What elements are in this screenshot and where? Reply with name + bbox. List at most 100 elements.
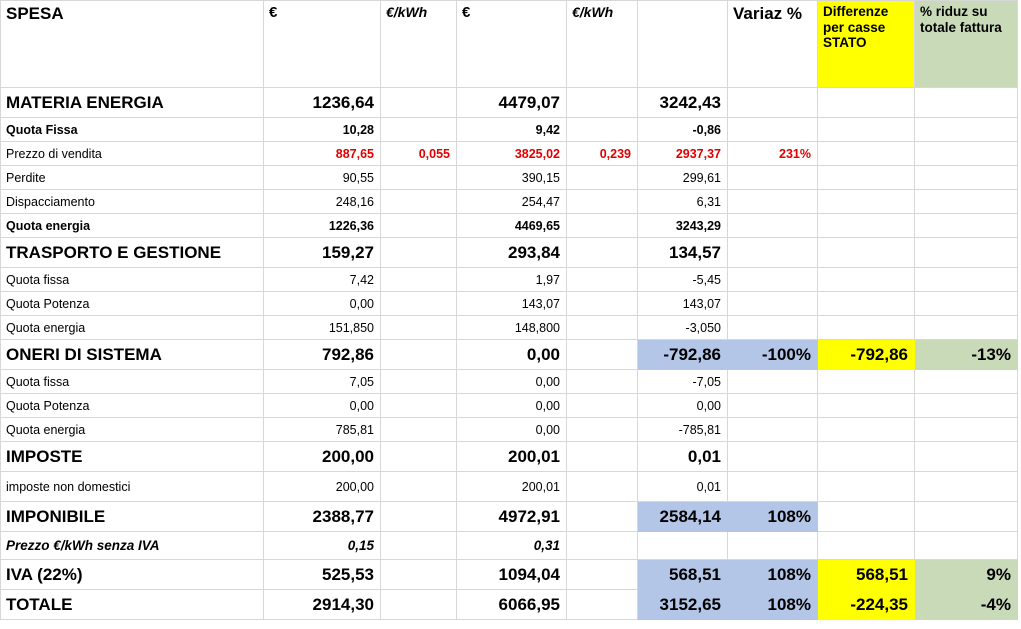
cell-riduz[interactable]	[914, 315, 1018, 340]
cell-variaz[interactable]	[727, 165, 818, 190]
cell-eur1[interactable]: 248,16	[263, 189, 381, 214]
cell-eur2[interactable]: 254,47	[456, 189, 567, 214]
cell-eur2[interactable]: 4479,07	[456, 87, 567, 118]
cell-variaz[interactable]	[727, 189, 818, 214]
cell-stato[interactable]	[817, 441, 915, 472]
cell-stato[interactable]	[817, 471, 915, 502]
cell-eur2[interactable]: 0,00	[456, 393, 567, 418]
cell-kwh1[interactable]	[380, 291, 457, 316]
cell-kwh2[interactable]	[566, 369, 638, 394]
cell-stato[interactable]	[817, 291, 915, 316]
cell-eur2[interactable]: 390,15	[456, 165, 567, 190]
cell-stato[interactable]: 568,51	[817, 559, 915, 590]
cell-label[interactable]: imposte non domestici	[0, 471, 264, 502]
cell-eur1[interactable]: 1226,36	[263, 213, 381, 238]
cell-label[interactable]: Perdite	[0, 165, 264, 190]
cell-stato[interactable]	[817, 393, 915, 418]
cell-eur1[interactable]: 159,27	[263, 237, 381, 268]
cell-eur1[interactable]: 2914,30	[263, 589, 381, 620]
cell-variaz[interactable]	[727, 441, 818, 472]
cell-label[interactable]: Prezzo di vendita	[0, 141, 264, 166]
cell-riduz[interactable]	[914, 291, 1018, 316]
cell-riduz[interactable]	[914, 471, 1018, 502]
cell-label[interactable]: Quota Fissa	[0, 117, 264, 142]
cell-stato[interactable]	[817, 117, 915, 142]
cell-riduz[interactable]: 9%	[914, 559, 1018, 590]
cell-kwh1[interactable]: 0,055	[380, 141, 457, 166]
cell-variaz[interactable]	[727, 237, 818, 268]
cell-kwh2[interactable]	[566, 117, 638, 142]
cell-riduz[interactable]	[914, 393, 1018, 418]
cell-kwh2[interactable]	[566, 501, 638, 532]
cell-variaz[interactable]	[727, 87, 818, 118]
cell-eur2[interactable]: 200,01	[456, 441, 567, 472]
cell-eur1[interactable]: 2388,77	[263, 501, 381, 532]
cell-stato[interactable]: -792,86	[817, 339, 915, 370]
cell-variaz[interactable]	[727, 369, 818, 394]
cell-label[interactable]: TRASPORTO E GESTIONE	[0, 237, 264, 268]
cell-kwh1[interactable]	[380, 531, 457, 560]
cell-eur2[interactable]: 1094,04	[456, 559, 567, 590]
cell-variaz[interactable]	[727, 315, 818, 340]
cell-kwh2[interactable]	[566, 471, 638, 502]
cell-kwh2[interactable]: 0,239	[566, 141, 638, 166]
cell-kwh2[interactable]	[566, 339, 638, 370]
cell-label[interactable]: Quota Potenza	[0, 393, 264, 418]
cell-eur1[interactable]: 887,65	[263, 141, 381, 166]
cell-eur2[interactable]: 0,00	[456, 417, 567, 442]
cell-kwh2[interactable]	[566, 189, 638, 214]
cell-label[interactable]: IMPONIBILE	[0, 501, 264, 532]
cell-stato[interactable]	[817, 417, 915, 442]
cell-label[interactable]: Quota energia	[0, 213, 264, 238]
cell-stato[interactable]	[817, 369, 915, 394]
cell-eur2[interactable]: 0,00	[456, 339, 567, 370]
cell-stato[interactable]	[817, 141, 915, 166]
cell-kwh1[interactable]	[380, 559, 457, 590]
cell-eur2[interactable]: 6066,95	[456, 589, 567, 620]
cell-eur2[interactable]: 3825,02	[456, 141, 567, 166]
cell-diff[interactable]: 0,01	[637, 471, 728, 502]
cell-variaz[interactable]: 108%	[727, 589, 818, 620]
cell-riduz[interactable]	[914, 165, 1018, 190]
cell-diff[interactable]: -3,050	[637, 315, 728, 340]
cell-label[interactable]: Quota fissa	[0, 369, 264, 394]
cell-eur1[interactable]: 7,05	[263, 369, 381, 394]
cell-eur2[interactable]: 148,800	[456, 315, 567, 340]
cell-kwh1[interactable]	[380, 339, 457, 370]
cell-label[interactable]: IMPOSTE	[0, 441, 264, 472]
cell-eur2[interactable]: 4469,65	[456, 213, 567, 238]
header-spesa[interactable]: SPESA	[0, 0, 264, 88]
cell-stato[interactable]	[817, 531, 915, 560]
cell-riduz[interactable]	[914, 417, 1018, 442]
cell-eur1[interactable]: 525,53	[263, 559, 381, 590]
cell-kwh1[interactable]	[380, 165, 457, 190]
cell-eur1[interactable]: 151,850	[263, 315, 381, 340]
cell-diff[interactable]: 299,61	[637, 165, 728, 190]
header-euro-per-kwh-2[interactable]: €/kWh	[566, 0, 638, 88]
cell-kwh2[interactable]	[566, 393, 638, 418]
cell-stato[interactable]	[817, 213, 915, 238]
cell-diff[interactable]: 6,31	[637, 189, 728, 214]
cell-label[interactable]: Prezzo €/kWh senza IVA	[0, 531, 264, 560]
cell-eur1[interactable]: 1236,64	[263, 87, 381, 118]
cell-eur2[interactable]: 4972,91	[456, 501, 567, 532]
cell-kwh2[interactable]	[566, 213, 638, 238]
cell-eur1[interactable]: 0,15	[263, 531, 381, 560]
cell-variaz[interactable]	[727, 393, 818, 418]
cell-diff[interactable]: 568,51	[637, 559, 728, 590]
cell-label[interactable]: Quota energia	[0, 315, 264, 340]
header-difference[interactable]	[637, 0, 728, 88]
cell-diff[interactable]: -0,86	[637, 117, 728, 142]
cell-kwh1[interactable]	[380, 189, 457, 214]
cell-stato[interactable]	[817, 237, 915, 268]
cell-riduz[interactable]	[914, 237, 1018, 268]
cell-riduz[interactable]	[914, 213, 1018, 238]
cell-variaz[interactable]	[727, 471, 818, 502]
cell-eur1[interactable]: 200,00	[263, 441, 381, 472]
cell-stato[interactable]	[817, 315, 915, 340]
cell-riduz[interactable]	[914, 189, 1018, 214]
cell-kwh1[interactable]	[380, 315, 457, 340]
cell-variaz[interactable]	[727, 117, 818, 142]
cell-kwh1[interactable]	[380, 471, 457, 502]
cell-label[interactable]: TOTALE	[0, 589, 264, 620]
